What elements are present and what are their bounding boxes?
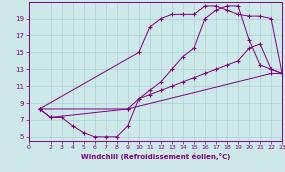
X-axis label: Windchill (Refroidissement éolien,°C): Windchill (Refroidissement éolien,°C) <box>81 153 230 160</box>
